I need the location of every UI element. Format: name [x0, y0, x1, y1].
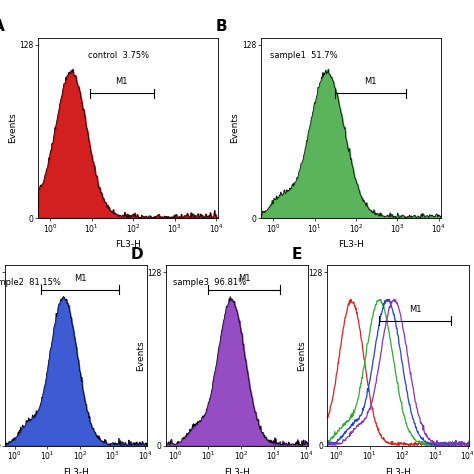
- X-axis label: FL3-H: FL3-H: [224, 468, 250, 474]
- Text: sample1  51.7%: sample1 51.7%: [270, 51, 337, 60]
- Text: D: D: [130, 247, 143, 262]
- Y-axis label: Events: Events: [136, 340, 145, 371]
- Text: M1: M1: [364, 77, 377, 86]
- Text: B: B: [216, 19, 228, 34]
- Y-axis label: Events: Events: [8, 113, 17, 143]
- X-axis label: FL3-H: FL3-H: [63, 468, 89, 474]
- Text: M1: M1: [409, 305, 421, 314]
- Text: M1: M1: [73, 273, 86, 283]
- Text: M1: M1: [116, 77, 128, 86]
- Text: M1: M1: [238, 273, 251, 283]
- Text: control  3.75%: control 3.75%: [88, 51, 149, 60]
- Text: sample2  81.15%: sample2 81.15%: [0, 278, 61, 287]
- X-axis label: FL3-H: FL3-H: [115, 240, 141, 249]
- Text: sample3  96.81%: sample3 96.81%: [173, 278, 246, 287]
- X-axis label: FL3-H: FL3-H: [385, 468, 411, 474]
- Y-axis label: Events: Events: [297, 340, 306, 371]
- Text: A: A: [0, 19, 5, 34]
- X-axis label: FL3-H: FL3-H: [338, 240, 364, 249]
- Text: E: E: [292, 247, 302, 262]
- Y-axis label: Events: Events: [230, 113, 239, 143]
